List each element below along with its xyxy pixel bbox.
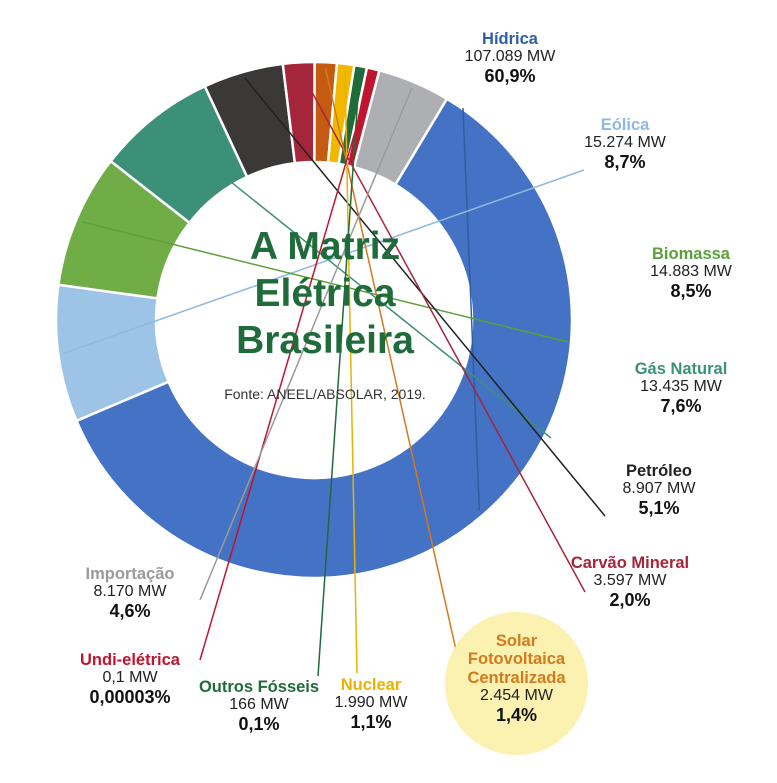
label-nuclear: Nuclear 1.990 MW 1,1% — [322, 676, 420, 733]
label-mw: 3.597 MW — [593, 572, 667, 590]
solar-highlight-bubble — [445, 612, 588, 755]
label-pct: 4,6% — [109, 601, 151, 622]
label-name: Eólica — [600, 116, 650, 134]
label-solar: Solar Fotovoltaica Centralizada 2.454 MW… — [449, 632, 584, 725]
label-mw: 8.170 MW — [93, 583, 167, 601]
label-petroleo: Petróleo 8.907 MW 5,1% — [589, 462, 729, 519]
label-mw: 13.435 MW — [640, 378, 722, 396]
label-pct: 7,6% — [660, 396, 702, 417]
label-name: Nuclear — [340, 676, 402, 694]
label-pct: 60,9% — [484, 66, 536, 87]
label-name: Carvão Mineral — [570, 554, 690, 572]
label-mw: 8.907 MW — [622, 480, 696, 498]
label-mw: 15.274 MW — [584, 134, 666, 152]
leader-line — [156, 122, 552, 439]
label-mw: 0,1 MW — [102, 669, 158, 687]
label-pct: 8,5% — [670, 281, 712, 302]
label-pct: 0,1% — [238, 714, 280, 735]
label-pct: 1,1% — [350, 712, 392, 733]
label-name: Importação — [85, 565, 175, 583]
label-name: Petróleo — [625, 462, 693, 480]
leader-line — [199, 87, 413, 601]
label-pct: 0,00003% — [89, 687, 171, 708]
label-pct: 8,7% — [604, 152, 646, 173]
label-undi-eletrica: Undi-elétrica 0,1 MW 0,00003% — [60, 651, 200, 708]
leader-line — [63, 169, 585, 354]
label-mw: 14.883 MW — [650, 263, 732, 281]
leader-line — [317, 72, 361, 677]
leader-line — [81, 221, 569, 343]
label-mw: 107.089 MW — [464, 48, 556, 66]
title-line-2: Elétrica — [254, 271, 396, 315]
label-mw: 1.990 MW — [334, 694, 408, 712]
label-name: Gás Natural — [634, 360, 728, 378]
label-pct: 2,0% — [609, 590, 651, 611]
leader-line — [462, 107, 481, 511]
title-line-3: Brasileira — [236, 318, 414, 362]
label-pct: 1,4% — [495, 705, 538, 726]
label-mw: 2.454 MW — [480, 687, 553, 705]
title-line-1: A Matriz — [249, 225, 401, 268]
label-carvao-mineral: Carvão Mineral 3.597 MW 2,0% — [570, 554, 690, 611]
slice-importa-o — [352, 68, 449, 187]
label-hidrica: Hídrica 107.089 MW 60,9% — [440, 30, 580, 87]
leader-line — [344, 69, 358, 674]
label-biomassa: Biomassa 14.883 MW 8,5% — [621, 245, 761, 302]
leader-line — [243, 77, 606, 517]
label-name: Hídrica — [482, 30, 538, 48]
label-outros-fosseis: Outros Fósseis 166 MW 0,1% — [192, 678, 326, 735]
label-name: Outros Fósseis — [198, 678, 320, 696]
label-mw: 166 MW — [229, 696, 289, 714]
chart-source: Fonte: ANEEL/ABSOLAR, 2019. — [224, 386, 426, 402]
label-name: Biomassa — [652, 245, 730, 263]
label-name: Undi-elétrica — [80, 651, 180, 669]
label-importacao: Importação 8.170 MW 4,6% — [60, 565, 200, 622]
chart-title: A Matriz Elétrica Brasileira — [160, 224, 490, 364]
label-pct: 5,1% — [638, 498, 680, 519]
leader-line — [199, 74, 373, 661]
label-eolica: Eólica 15.274 MW 8,7% — [555, 116, 695, 173]
label-name: Solar Fotovoltaica Centralizada — [467, 632, 566, 687]
label-gas-natural: Gás Natural 13.435 MW 7,6% — [611, 360, 751, 417]
